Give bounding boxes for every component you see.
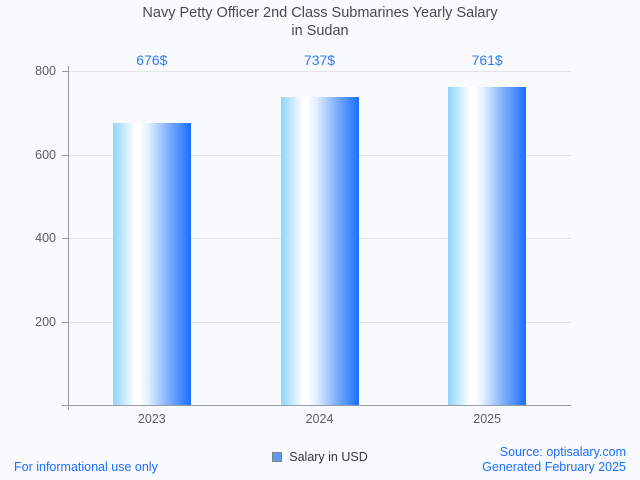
x-axis-tick-label-2025: 2025 [473,412,502,426]
chart-legend: Salary in USD [0,450,640,464]
source-block: Source: optisalary.com Generated Februar… [482,445,626,475]
x-axis-line [62,405,571,406]
bar-2023[interactable] [112,122,191,405]
plot-area [68,71,571,405]
bar-2024[interactable] [280,97,359,405]
x-axis-tick-label-2024: 2024 [305,412,334,426]
x-axis-tick-label-2023: 2023 [137,412,166,426]
generated-date-text: Generated February 2025 [482,460,626,474]
gridline-800 [68,71,571,72]
y-axis-tick-mark [62,238,68,239]
y-axis-tick-label: 200 [35,314,56,329]
chart-title: Navy Petty Officer 2nd Class Submarines … [142,5,498,39]
y-axis-tick-label: 600 [35,147,56,162]
legend-label-salary-in-usd: Salary in USD [289,450,368,464]
bar-2025[interactable] [448,87,527,405]
bar-value-label-2025: 761$ [471,52,503,68]
disclaimer-text: For informational use only [14,460,158,474]
bar-value-label-2023: 676$ [136,52,168,68]
y-axis-tick-label: 400 [35,231,56,245]
source-text: Source: optisalary.com [499,445,626,459]
legend-swatch-salary-in-usd [272,452,283,462]
y-axis-line [68,66,69,410]
y-axis-tick-mark [62,154,68,156]
y-axis-tick-label: 800 [35,64,56,78]
y-axis-tick-mark [62,71,68,72]
bar-value-label-2024: 737$ [303,52,336,68]
y-axis-tick-mark [62,321,68,323]
